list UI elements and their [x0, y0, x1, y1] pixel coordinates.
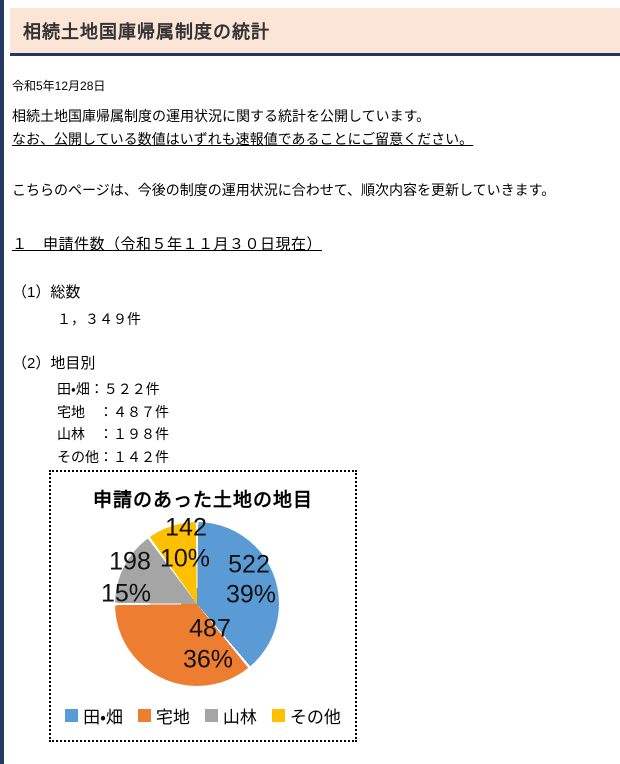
intro-note-underlined: なお、公開している数値はいずれも速報値であることにご留意ください。 — [12, 131, 474, 147]
legend-label-rice-field: 田・畑 — [83, 708, 123, 727]
legend-swatch-gray — [204, 709, 218, 722]
update-note-paragraph: こちらのページは、今後の制度の運用状況に合わせて、順次内容を更新していきます。 — [12, 182, 556, 198]
section-heading-application-count: １ 申請件数（令和５年１１月３０日現在） — [12, 236, 323, 253]
category-list: 田・畑：５２２件 宅地 ：４８７件 山林 ：１９８件 その他：１４２件 — [12, 378, 612, 468]
page-title: 相続土地国庫帰属制度の統計 — [23, 21, 270, 42]
legend-label-forest: 山林 — [222, 708, 257, 727]
page-content: 令和5年12月28日 相続土地国庫帰属制度の運用状況に関する統計を公開しています… — [12, 56, 612, 468]
chart-title: 申請のあった土地の地目 — [92, 490, 313, 511]
pie-percent-label-residential: 36% — [182, 645, 234, 674]
chart-panel: 申請のあった土地の地目 522 39% 487 36% 198 15% 142 … — [49, 470, 357, 742]
intro-line-1: 相続土地国庫帰属制度の運用状況に関する統計を公開しています。 — [12, 108, 431, 124]
total-value: １，３４９件 — [57, 311, 141, 327]
legend-item-rice-field: 田・畑 — [65, 703, 123, 728]
pie-value-label-forest: 198 — [109, 547, 151, 576]
legend-swatch-orange — [137, 709, 151, 722]
pie-percent-label-forest: 15% — [100, 579, 152, 608]
chart-legend: 田・畑 宅地 山林 その他 — [51, 703, 355, 728]
category-item-forest: 山林 ：１９８件 — [57, 426, 169, 442]
pie-percent-label-rice-field: 39% — [225, 580, 277, 609]
category-item-residential: 宅地 ：４８７件 — [57, 403, 169, 420]
pie-value-label-rice-field: 522 — [228, 550, 270, 579]
pie-value-label-residential: 487 — [189, 614, 231, 643]
category-item-rice-field: 田・畑：５２２件 — [57, 381, 160, 397]
category-item-other: その他：１４２件 — [57, 448, 169, 465]
legend-label-other: その他 — [289, 708, 341, 727]
legend-swatch-yellow — [271, 709, 285, 722]
by-category-label: （2）地目別 — [12, 355, 96, 372]
legend-swatch-blue — [65, 709, 79, 722]
pie-value-label-other: 142 — [165, 513, 207, 542]
page-left-edge-stripe — [0, 0, 4, 764]
page-header: 相続土地国庫帰属制度の統計 — [10, 8, 620, 56]
legend-label-residential: 宅地 — [155, 708, 190, 727]
pie-percent-label-other: 10% — [159, 544, 211, 573]
legend-item-forest: 山林 — [204, 703, 257, 728]
legend-item-residential: 宅地 — [137, 703, 190, 728]
legend-item-other: その他 — [271, 703, 341, 728]
total-label: （1）総数 — [12, 284, 81, 301]
publish-date: 令和5年12月28日 — [12, 79, 106, 93]
intro-paragraph: 相続土地国庫帰属制度の運用状況に関する統計を公開しています。 なお、公開している… — [12, 105, 612, 151]
pie-chart — [115, 522, 279, 686]
